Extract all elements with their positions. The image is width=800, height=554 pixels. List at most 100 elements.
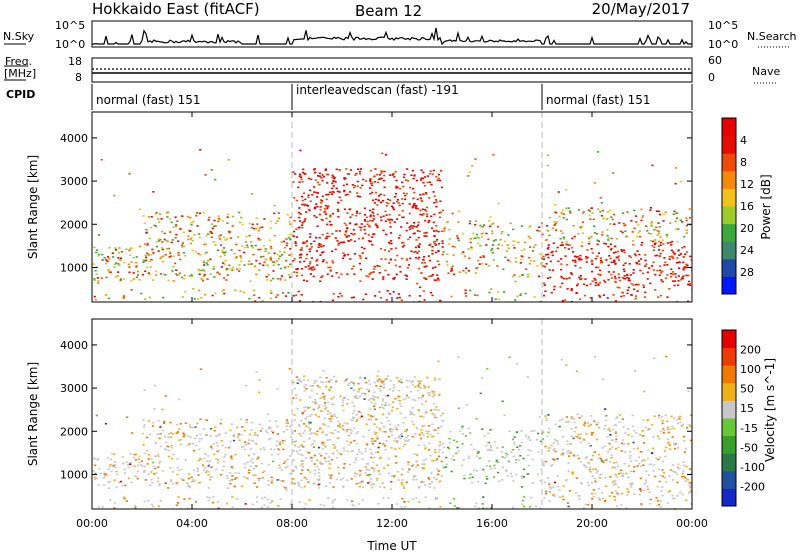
echo-cell (471, 165, 474, 167)
echo-cell (376, 437, 379, 440)
echo-cell (606, 234, 609, 237)
echo-cell (380, 170, 383, 172)
echo-cell (688, 284, 691, 286)
echo-cell (431, 423, 434, 426)
echo-cell (356, 418, 359, 421)
echo-cell (376, 426, 379, 429)
echo-cell (352, 412, 355, 415)
echo-cell (321, 410, 324, 413)
echo-cell (599, 197, 602, 199)
echo-cell (149, 226, 153, 229)
echo-cell (465, 267, 468, 269)
echo-cell (676, 495, 679, 497)
echo-cell (627, 286, 630, 289)
echo-cell (578, 259, 581, 261)
echo-cell (321, 441, 324, 444)
echo-cell (258, 423, 261, 426)
echo-cell (645, 470, 648, 472)
echo-cell (386, 375, 390, 377)
echo-cell (172, 433, 175, 435)
echo-cell (616, 286, 619, 289)
echo-cell (303, 476, 306, 479)
echo-cell (147, 216, 150, 218)
echo-cell (631, 482, 634, 484)
echo-cell (243, 246, 246, 249)
echo-cell (237, 436, 240, 439)
echo-cell (597, 252, 600, 254)
echo-cell (481, 503, 484, 506)
echo-cell (445, 456, 448, 459)
echo-cell (361, 486, 364, 488)
echo-cell (260, 256, 263, 258)
echo-cell (648, 267, 651, 269)
echo-cell (319, 254, 322, 256)
echo-cell (164, 274, 167, 276)
echo-cell (240, 433, 243, 436)
echo-cell (312, 446, 316, 448)
echo-cell (632, 441, 635, 444)
echo-cell (432, 395, 435, 398)
echo-cell (364, 448, 367, 450)
echo-cell (422, 193, 425, 196)
echo-cell (289, 248, 292, 250)
echo-cell (384, 402, 387, 404)
echo-cell (593, 225, 596, 227)
echo-cell (372, 461, 375, 464)
echo-cell (653, 464, 656, 466)
echo-cell (196, 298, 199, 300)
echo-cell (354, 475, 357, 478)
echo-cell (299, 435, 303, 437)
echo-cell (309, 421, 312, 424)
echo-cell (201, 464, 205, 466)
echo-cell (161, 470, 164, 472)
echo-cell (290, 424, 293, 427)
echo-cell (649, 498, 652, 501)
echo-cell (308, 208, 311, 211)
echo-cell (560, 453, 563, 456)
echo-cell (547, 427, 551, 430)
echo-cell (565, 207, 568, 210)
echo-cell (685, 274, 688, 277)
y-tick-label: 2000 (60, 425, 88, 438)
echo-cell (640, 244, 643, 246)
echo-cell (191, 426, 194, 429)
echo-cell (186, 444, 189, 446)
echo-cell (596, 243, 599, 246)
echo-cell (648, 474, 651, 476)
echo-cell (419, 213, 422, 216)
echo-cell (331, 182, 334, 185)
echo-cell (264, 258, 267, 260)
colorbar-tick-label: 24 (740, 244, 754, 257)
echo-cell (117, 257, 120, 259)
echo-cell (635, 221, 638, 223)
echo-cell (543, 481, 546, 484)
echo-cell (256, 496, 259, 498)
echo-cell (377, 446, 380, 449)
echo-cell (360, 480, 364, 483)
echo-cell (138, 279, 141, 281)
echo-cell (411, 206, 414, 209)
echo-cell (659, 241, 662, 244)
echo-cell (213, 276, 216, 278)
echo-cell (636, 290, 639, 292)
echo-cell (475, 455, 478, 457)
echo-cell (431, 245, 434, 248)
echo-cell (339, 241, 342, 244)
echo-cell (428, 181, 432, 183)
echo-cell (143, 500, 146, 503)
echo-cell (548, 483, 551, 485)
echo-cell (300, 268, 304, 270)
echo-cell (321, 195, 324, 198)
echo-cell (94, 476, 97, 479)
echo-cell (157, 480, 160, 483)
echo-cell (423, 235, 426, 237)
echo-cell (596, 438, 599, 441)
echo-cell (438, 263, 441, 266)
echo-cell (671, 494, 674, 497)
echo-cell (347, 398, 350, 401)
echo-cell (571, 471, 575, 474)
echo-cell (191, 249, 194, 252)
echo-cell (544, 492, 548, 495)
echo-cell (385, 214, 388, 216)
echo-cell (548, 491, 551, 493)
